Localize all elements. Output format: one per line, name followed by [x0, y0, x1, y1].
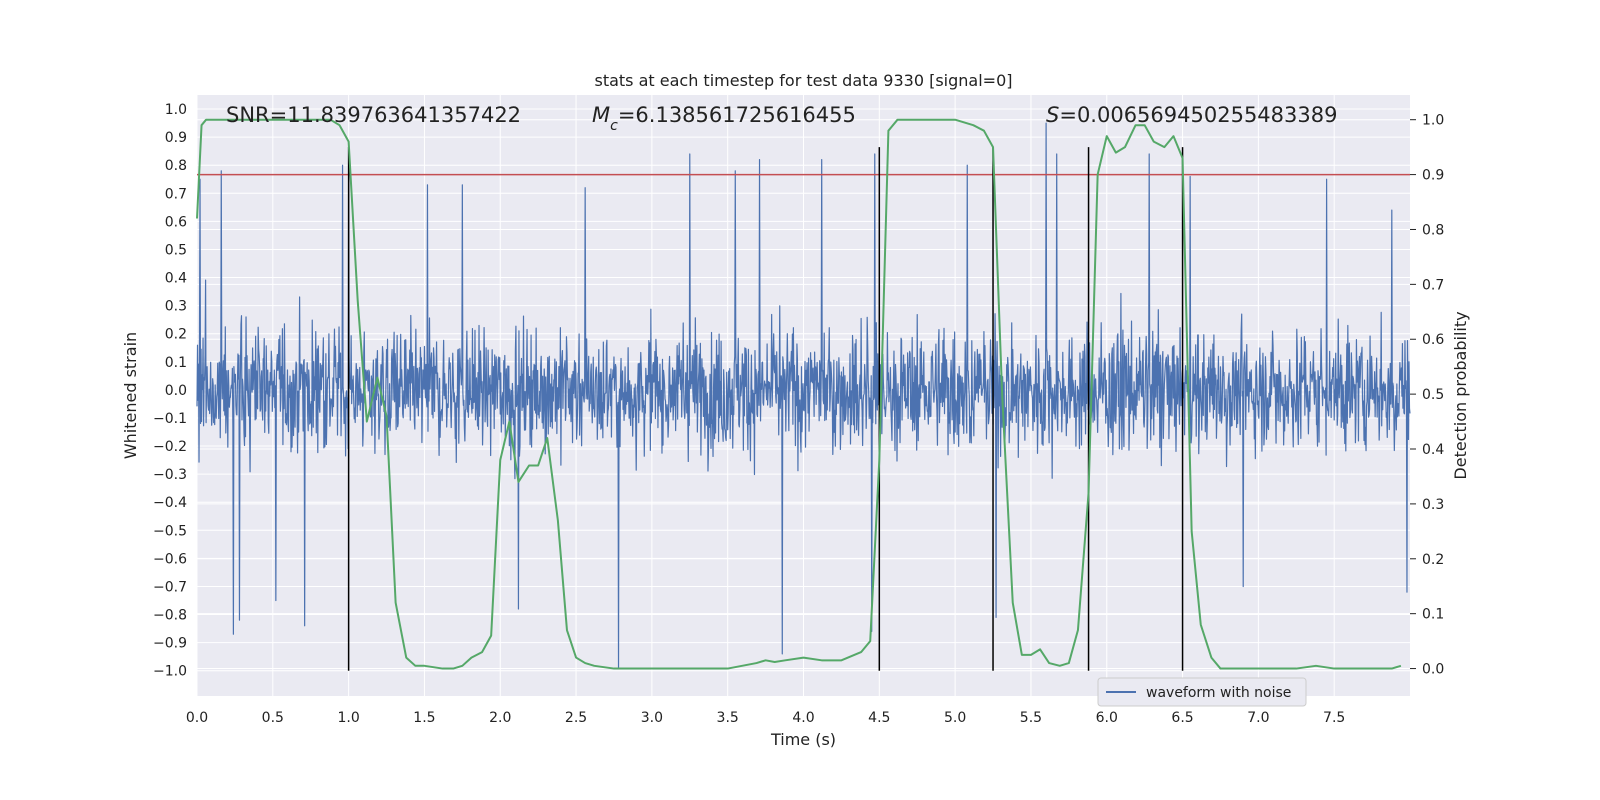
legend: waveform with noise	[1097, 677, 1307, 707]
y-right-tick-label: 0.7	[1422, 277, 1444, 293]
y-left-tick-label: −0.3	[153, 467, 187, 483]
y-left-tick-label: −0.6	[153, 551, 187, 567]
axis-ticks: 0.0 0.5 1.0 1.5 2.0 2.5 3.0 3.5 4.0 4.5 5.0 5.5 6.0 6…	[153, 102, 1444, 726]
y-right-tick-label: 0.4	[1422, 442, 1444, 458]
x-tick-label: 6.0	[1096, 710, 1118, 726]
y-left-tick-label: 0.5	[165, 242, 187, 258]
y-left-tick-label: −0.1	[153, 411, 187, 427]
probability-line	[196, 118, 1402, 670]
x-tick-label: 7.0	[1247, 710, 1269, 726]
x-tick-label: 3.0	[641, 710, 663, 726]
y-right-tick-label: 0.6	[1422, 332, 1444, 348]
x-tick-label: 2.5	[565, 710, 587, 726]
x-tick-label: 2.0	[489, 710, 511, 726]
y-left-tick-label: 0.8	[165, 158, 187, 174]
y-right-tick-label: 0.8	[1422, 222, 1444, 238]
chart-title: stats at each timestep for test data 933…	[594, 71, 1012, 90]
x-tick-label: 1.0	[337, 710, 359, 726]
y-left-tick-label: −0.4	[153, 495, 187, 511]
y-left-tick-label: −1.0	[153, 664, 187, 680]
waveform-with-noise-series	[196, 122, 1411, 669]
waveform-line	[196, 122, 1411, 669]
x-tick-label: 1.5	[413, 710, 435, 726]
y-left-tick-label: −0.7	[153, 579, 187, 595]
x-tick-label: 0.0	[186, 710, 208, 726]
y-left-tick-label: 1.0	[165, 102, 187, 118]
chirp-mass-value: =6.138561725616455	[618, 103, 856, 127]
x-tick-label: 0.5	[262, 710, 284, 726]
x-tick-label: 3.5	[717, 710, 739, 726]
y-left-tick-label: 0.9	[165, 130, 187, 146]
y-left-tick-label: −0.2	[153, 439, 187, 455]
y-left-tick-label: 0.0	[165, 383, 187, 399]
x-tick-label: 5.0	[944, 710, 966, 726]
y-right-tick-label: 1.0	[1422, 113, 1444, 129]
x-tick-label: 7.5	[1323, 710, 1345, 726]
x-tick-label: 6.5	[1171, 710, 1193, 726]
y-right-tick-label: 0.1	[1422, 607, 1444, 623]
detection-boundary-lines	[347, 147, 1184, 671]
y-left-tick-label: 0.7	[165, 186, 187, 202]
y-right-tick-label: 0.9	[1422, 168, 1444, 184]
s-value: =0.006569450255483389	[1059, 103, 1337, 127]
y-right-tick-label: 0.5	[1422, 387, 1444, 403]
y-left-tick-label: −0.5	[153, 523, 187, 539]
s-statistic-annotation: S=0.006569450255483389	[1046, 103, 1337, 127]
detection-probability-series	[196, 118, 1402, 670]
chirp-mass-annotation: Mc=6.138561725616455	[592, 103, 856, 134]
x-axis-label: Time (s)	[770, 730, 836, 749]
y-left-tick-label: 0.2	[165, 327, 187, 343]
x-tick-label: 4.0	[792, 710, 814, 726]
y-left-tick-label: 0.4	[165, 271, 187, 287]
y-axis-right-label: Detection probability	[1451, 311, 1470, 479]
y-left-tick-label: 0.1	[165, 355, 187, 371]
y-right-tick-label: 0.2	[1422, 552, 1444, 568]
y-left-tick-label: −0.8	[153, 608, 187, 624]
y-left-tick-label: 0.3	[165, 299, 187, 315]
y-left-tick-label: −0.9	[153, 636, 187, 652]
y-right-tick-label: 0.3	[1422, 497, 1444, 513]
s-symbol: S	[1046, 103, 1059, 127]
y-left-tick-label: 0.6	[165, 214, 187, 230]
y-axis-left-label: Whitened strain	[121, 332, 140, 459]
x-tick-label: 5.5	[1020, 710, 1042, 726]
chirp-mass-subscript: c	[610, 118, 618, 134]
y-right-tick-label: 0.0	[1422, 662, 1444, 678]
x-tick-label: 4.5	[868, 710, 890, 726]
legend-box	[1097, 677, 1307, 707]
chirp-mass-symbol: M	[592, 103, 610, 127]
legend-label: waveform with noise	[1146, 685, 1291, 701]
snr-annotation: SNR=11.839763641357422	[226, 103, 521, 127]
